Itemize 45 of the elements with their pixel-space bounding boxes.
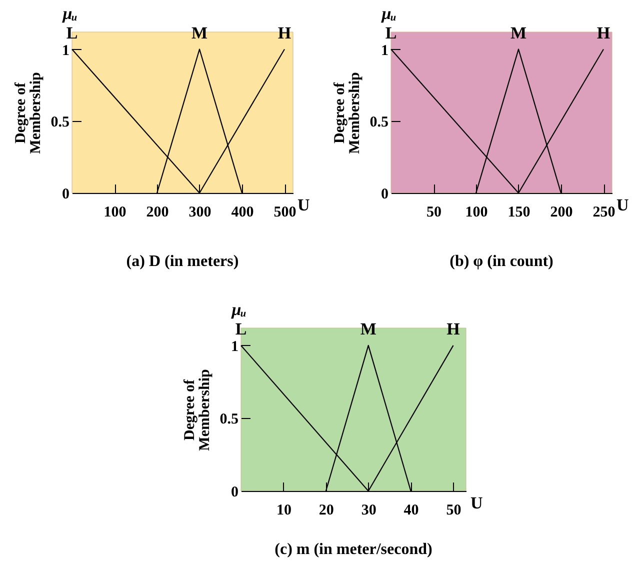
text: μᵤ bbox=[230, 300, 246, 319]
y-tick-label: 1 bbox=[62, 42, 70, 59]
series-label: H bbox=[596, 23, 610, 42]
x-tick-label: 100 bbox=[465, 204, 488, 220]
y-tick-label: 1 bbox=[381, 42, 388, 59]
x-tick-label: 10 bbox=[276, 502, 292, 518]
x-tick-label: 200 bbox=[146, 204, 169, 220]
x-tick-label: 200 bbox=[550, 204, 573, 220]
series-label: L bbox=[385, 23, 397, 42]
y-tick-label: 0.5 bbox=[220, 412, 238, 428]
series-label: M bbox=[510, 23, 527, 42]
series-label: H bbox=[446, 319, 460, 338]
x-tick-label: 500 bbox=[274, 204, 296, 220]
y-tick-label: 0 bbox=[381, 186, 388, 202]
y-tick-label: 0 bbox=[62, 186, 70, 202]
text: (c) m (in meter/second) bbox=[274, 541, 434, 559]
x-tick-label: 300 bbox=[188, 204, 212, 220]
text: μᵤ bbox=[380, 4, 396, 23]
x-tick-label: 250 bbox=[592, 204, 616, 220]
series-label: M bbox=[191, 23, 208, 42]
x-tick-label: 100 bbox=[104, 204, 126, 220]
x-axis-title: U bbox=[470, 494, 483, 512]
y-tick-label: 0.5 bbox=[370, 114, 388, 131]
y-tick-label: 0 bbox=[231, 484, 238, 500]
x-tick-label: 150 bbox=[508, 204, 530, 220]
x-tick-label: 400 bbox=[231, 204, 254, 220]
y-tick-label: 0.5 bbox=[50, 114, 70, 131]
y-axis-title: Degree of Membership bbox=[332, 72, 363, 154]
x-tick-label: 50 bbox=[446, 502, 462, 518]
series-label: H bbox=[278, 23, 292, 42]
text: μᵤ bbox=[62, 4, 78, 23]
y-tick-label: 1 bbox=[231, 338, 238, 355]
y-axis-title: Degree of Membership bbox=[12, 72, 44, 154]
text: (b) φ (in count) bbox=[448, 253, 554, 271]
x-tick-label: 30 bbox=[361, 502, 376, 518]
x-tick-label: 20 bbox=[318, 502, 334, 518]
x-axis-title: U bbox=[616, 196, 629, 214]
text: (a) D (in meters) bbox=[125, 253, 240, 271]
x-tick-label: 40 bbox=[404, 502, 419, 518]
y-axis-title: Degree of Membership bbox=[182, 369, 213, 451]
x-tick-label: 50 bbox=[426, 204, 442, 220]
x-axis-title: U bbox=[298, 196, 310, 214]
series-label: M bbox=[360, 319, 376, 338]
series-label: L bbox=[235, 319, 247, 338]
series-label: L bbox=[66, 23, 78, 42]
